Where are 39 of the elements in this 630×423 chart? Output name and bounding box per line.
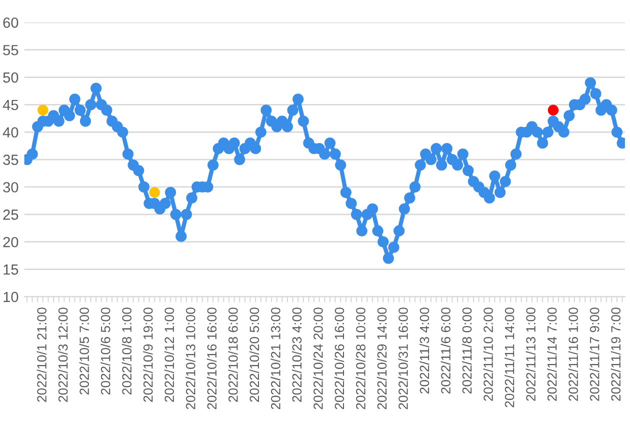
x-tick-label: 2022/11/14 7:00: [547, 308, 557, 401]
y-tick-label: 30: [3, 182, 18, 192]
x-tick-label: 2022/10/18 6:00: [228, 308, 238, 402]
y-tick-label: 25: [3, 210, 18, 220]
x-tick-label: 2022/10/9 19:00: [143, 308, 153, 402]
y-tick-label: 50: [3, 72, 18, 83]
x-tick-label: 2022/10/13 10:00: [186, 308, 196, 410]
x-tick-label: 2022/10/23 4:00: [292, 308, 302, 402]
x-tick-label: 2022/10/12 1:00: [164, 308, 174, 402]
y-tick-label: 55: [3, 45, 18, 56]
x-tick-label: 2022/11/6 6:00: [440, 308, 450, 394]
x-tick-label: 2022/10/1 21:00: [36, 308, 46, 402]
x-tick-label: 2022/11/13 1:00: [526, 308, 536, 401]
x-tick-label: 2022/10/29 14:00: [376, 308, 387, 410]
x-tick-label: 2022/10/6 5:00: [100, 308, 110, 394]
x-tick-label: 2022/10/8 1:00: [122, 308, 132, 394]
x-tick-label: 2022/11/19 7:00: [610, 308, 621, 401]
y-tick-label: 40: [2, 127, 18, 138]
x-tick-label: 2022/10/26 16:00: [334, 308, 344, 410]
y-tick-label: 60: [3, 18, 18, 28]
x-tick-label: 2022/10/16 16:00: [206, 308, 217, 410]
x-tick-label: 2022/10/3 12:00: [58, 308, 68, 402]
y-tick-label: 15: [4, 264, 18, 275]
y-tick-label: 35: [3, 154, 18, 165]
x-tick-label: 2022/11/10 2:00: [483, 308, 493, 401]
x-tick-label: 2022/10/21 13:00: [270, 308, 280, 410]
x-tick-label: 2022/10/5 7:00: [79, 308, 89, 394]
x-tick-label: 2022/11/8 0:00: [462, 308, 472, 394]
y-tick-label: 10: [4, 292, 18, 302]
y-tick-label: 45: [2, 100, 18, 110]
x-tick-label: 2022/10/20 5:00: [249, 308, 260, 402]
x-tick-label: 2022/11/3 4:00: [419, 308, 430, 394]
x-tick-label: 2022/11/17 9:00: [590, 308, 600, 401]
y-tick-label: 20: [3, 236, 18, 248]
x-tick-label: 2022/10/31 16:00: [398, 308, 408, 410]
x-tick-label: 2022/10/28 10:00: [356, 308, 366, 410]
x-tick-label: 2022/10/24 20:00: [313, 308, 323, 410]
x-tick-label: 2022/11/16 1:00: [568, 308, 578, 401]
x-tick-label: 2022/11/11 14:00: [504, 308, 514, 408]
